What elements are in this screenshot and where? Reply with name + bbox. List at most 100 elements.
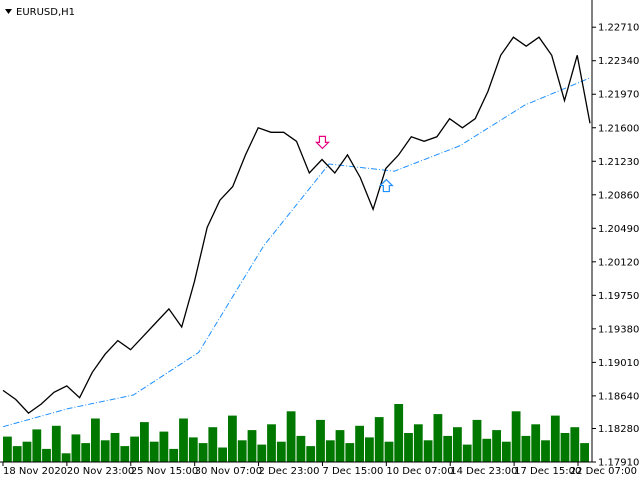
volume-bar	[110, 433, 120, 462]
x-tick-label: 17 Dec 15:00	[514, 466, 581, 477]
y-tick-label: 1.19010	[598, 358, 639, 369]
volume-bar	[208, 427, 218, 462]
symbol-label: EURUSD,H1	[16, 7, 75, 18]
volume-bar	[521, 435, 531, 462]
buy-arrow-up-icon	[378, 178, 394, 193]
volume-bar	[404, 433, 413, 462]
volume-bar	[580, 443, 589, 462]
price-line	[2, 36, 591, 414]
volume-bar	[130, 436, 139, 462]
volume-bar	[511, 411, 521, 463]
volume-bar	[531, 424, 541, 462]
volume-bar	[472, 419, 482, 462]
trailing-stop-line	[2, 77, 591, 428]
volume-bar	[267, 424, 276, 462]
axes	[0, 0, 593, 463]
signal-arrows	[314, 135, 394, 193]
volume-bar	[296, 435, 306, 462]
volume-bar	[492, 430, 501, 462]
volume-bar	[276, 441, 286, 462]
y-tick-label: 1.20860	[598, 190, 639, 201]
y-tick-label: 1.20120	[598, 257, 639, 268]
volume-bar	[247, 430, 257, 462]
y-axis-ticks: 1.22710 1.22340 1.21970 1.21600 1.21230 1.208…	[592, 23, 639, 469]
trailing-stop-path	[2, 77, 591, 428]
volume-bar	[140, 422, 149, 462]
volume-bar	[413, 424, 423, 462]
volume-bar	[570, 427, 580, 462]
x-tick-label: 10 Dec 07:00	[386, 466, 453, 477]
volume-bar	[501, 441, 511, 462]
y-tick-label: 1.18640	[598, 391, 639, 402]
volume-bar	[394, 404, 404, 462]
volume-bar	[345, 443, 355, 462]
volume-bar	[541, 440, 550, 463]
symbol-title[interactable]: EURUSD,H1	[5, 7, 75, 18]
y-tick-label: 1.18280	[598, 424, 639, 435]
volume-bar	[179, 418, 188, 462]
volume-bar	[433, 414, 443, 462]
price-series-line	[2, 36, 591, 414]
volume-bar	[335, 430, 345, 462]
volume-bar	[443, 435, 453, 462]
volume-bar	[3, 436, 12, 462]
volume-bar	[257, 444, 267, 462]
y-tick-label: 1.19750	[598, 291, 639, 302]
volume-bar	[482, 438, 492, 462]
x-tick-label: 22 Dec 07:00	[570, 466, 637, 477]
y-tick-label: 1.19380	[598, 324, 639, 335]
volume-bar	[51, 425, 61, 463]
x-tick-label: 25 Nov 15:00	[131, 466, 198, 477]
y-tick-label: 1.22340	[598, 56, 639, 67]
volume-bar	[560, 433, 570, 462]
volume-bar	[159, 431, 169, 463]
volume-bar	[198, 443, 208, 462]
volume-bar	[325, 440, 335, 463]
x-tick-label: 20 Nov 23:00	[67, 466, 134, 477]
volume-bar	[355, 425, 364, 463]
volume-bar	[384, 441, 394, 462]
x-tick-label: 2 Dec 23:00	[259, 466, 320, 477]
volume-bar	[218, 447, 227, 462]
y-tick-label: 1.17910	[598, 458, 639, 469]
volume-bar	[188, 437, 198, 462]
x-tick-label: 30 Nov 07:00	[195, 466, 262, 477]
volume-bar	[237, 440, 247, 463]
y-tick-label: 1.20490	[598, 224, 639, 235]
volume-bar	[286, 411, 296, 463]
volume-bar	[32, 429, 42, 462]
volume-bar	[81, 443, 91, 462]
volume-bar	[61, 453, 71, 462]
volume-bar	[462, 444, 472, 462]
volume-bar	[91, 418, 100, 462]
x-tick-label: 18 Nov 2020	[3, 466, 67, 477]
volume-bar	[306, 446, 316, 463]
volume-bar	[169, 448, 179, 462]
volume-bar	[374, 417, 384, 463]
volume-bar	[149, 441, 159, 462]
volume-bar	[100, 440, 110, 463]
volume-bar	[228, 415, 237, 462]
volume-bar	[120, 446, 130, 463]
triangle-down-icon[interactable]	[5, 9, 12, 14]
y-tick-label: 1.21970	[598, 90, 639, 101]
sell-arrow-down-icon	[314, 135, 330, 150]
volume-bar	[42, 448, 51, 462]
y-tick-label: 1.21230	[598, 157, 639, 168]
volume-bar	[12, 446, 22, 463]
x-tick-label: 14 Dec 23:00	[450, 466, 517, 477]
x-tick-label: 7 Dec 15:00	[322, 466, 383, 477]
volume-bar	[22, 441, 32, 462]
volume-histogram	[3, 404, 589, 463]
y-tick-label: 1.21600	[598, 123, 639, 134]
y-tick-label: 1.22710	[598, 23, 639, 34]
volume-bar	[453, 427, 462, 462]
volume-bar	[71, 434, 81, 462]
volume-bar	[423, 440, 433, 463]
volume-bar	[316, 419, 325, 462]
volume-bar	[365, 437, 374, 462]
